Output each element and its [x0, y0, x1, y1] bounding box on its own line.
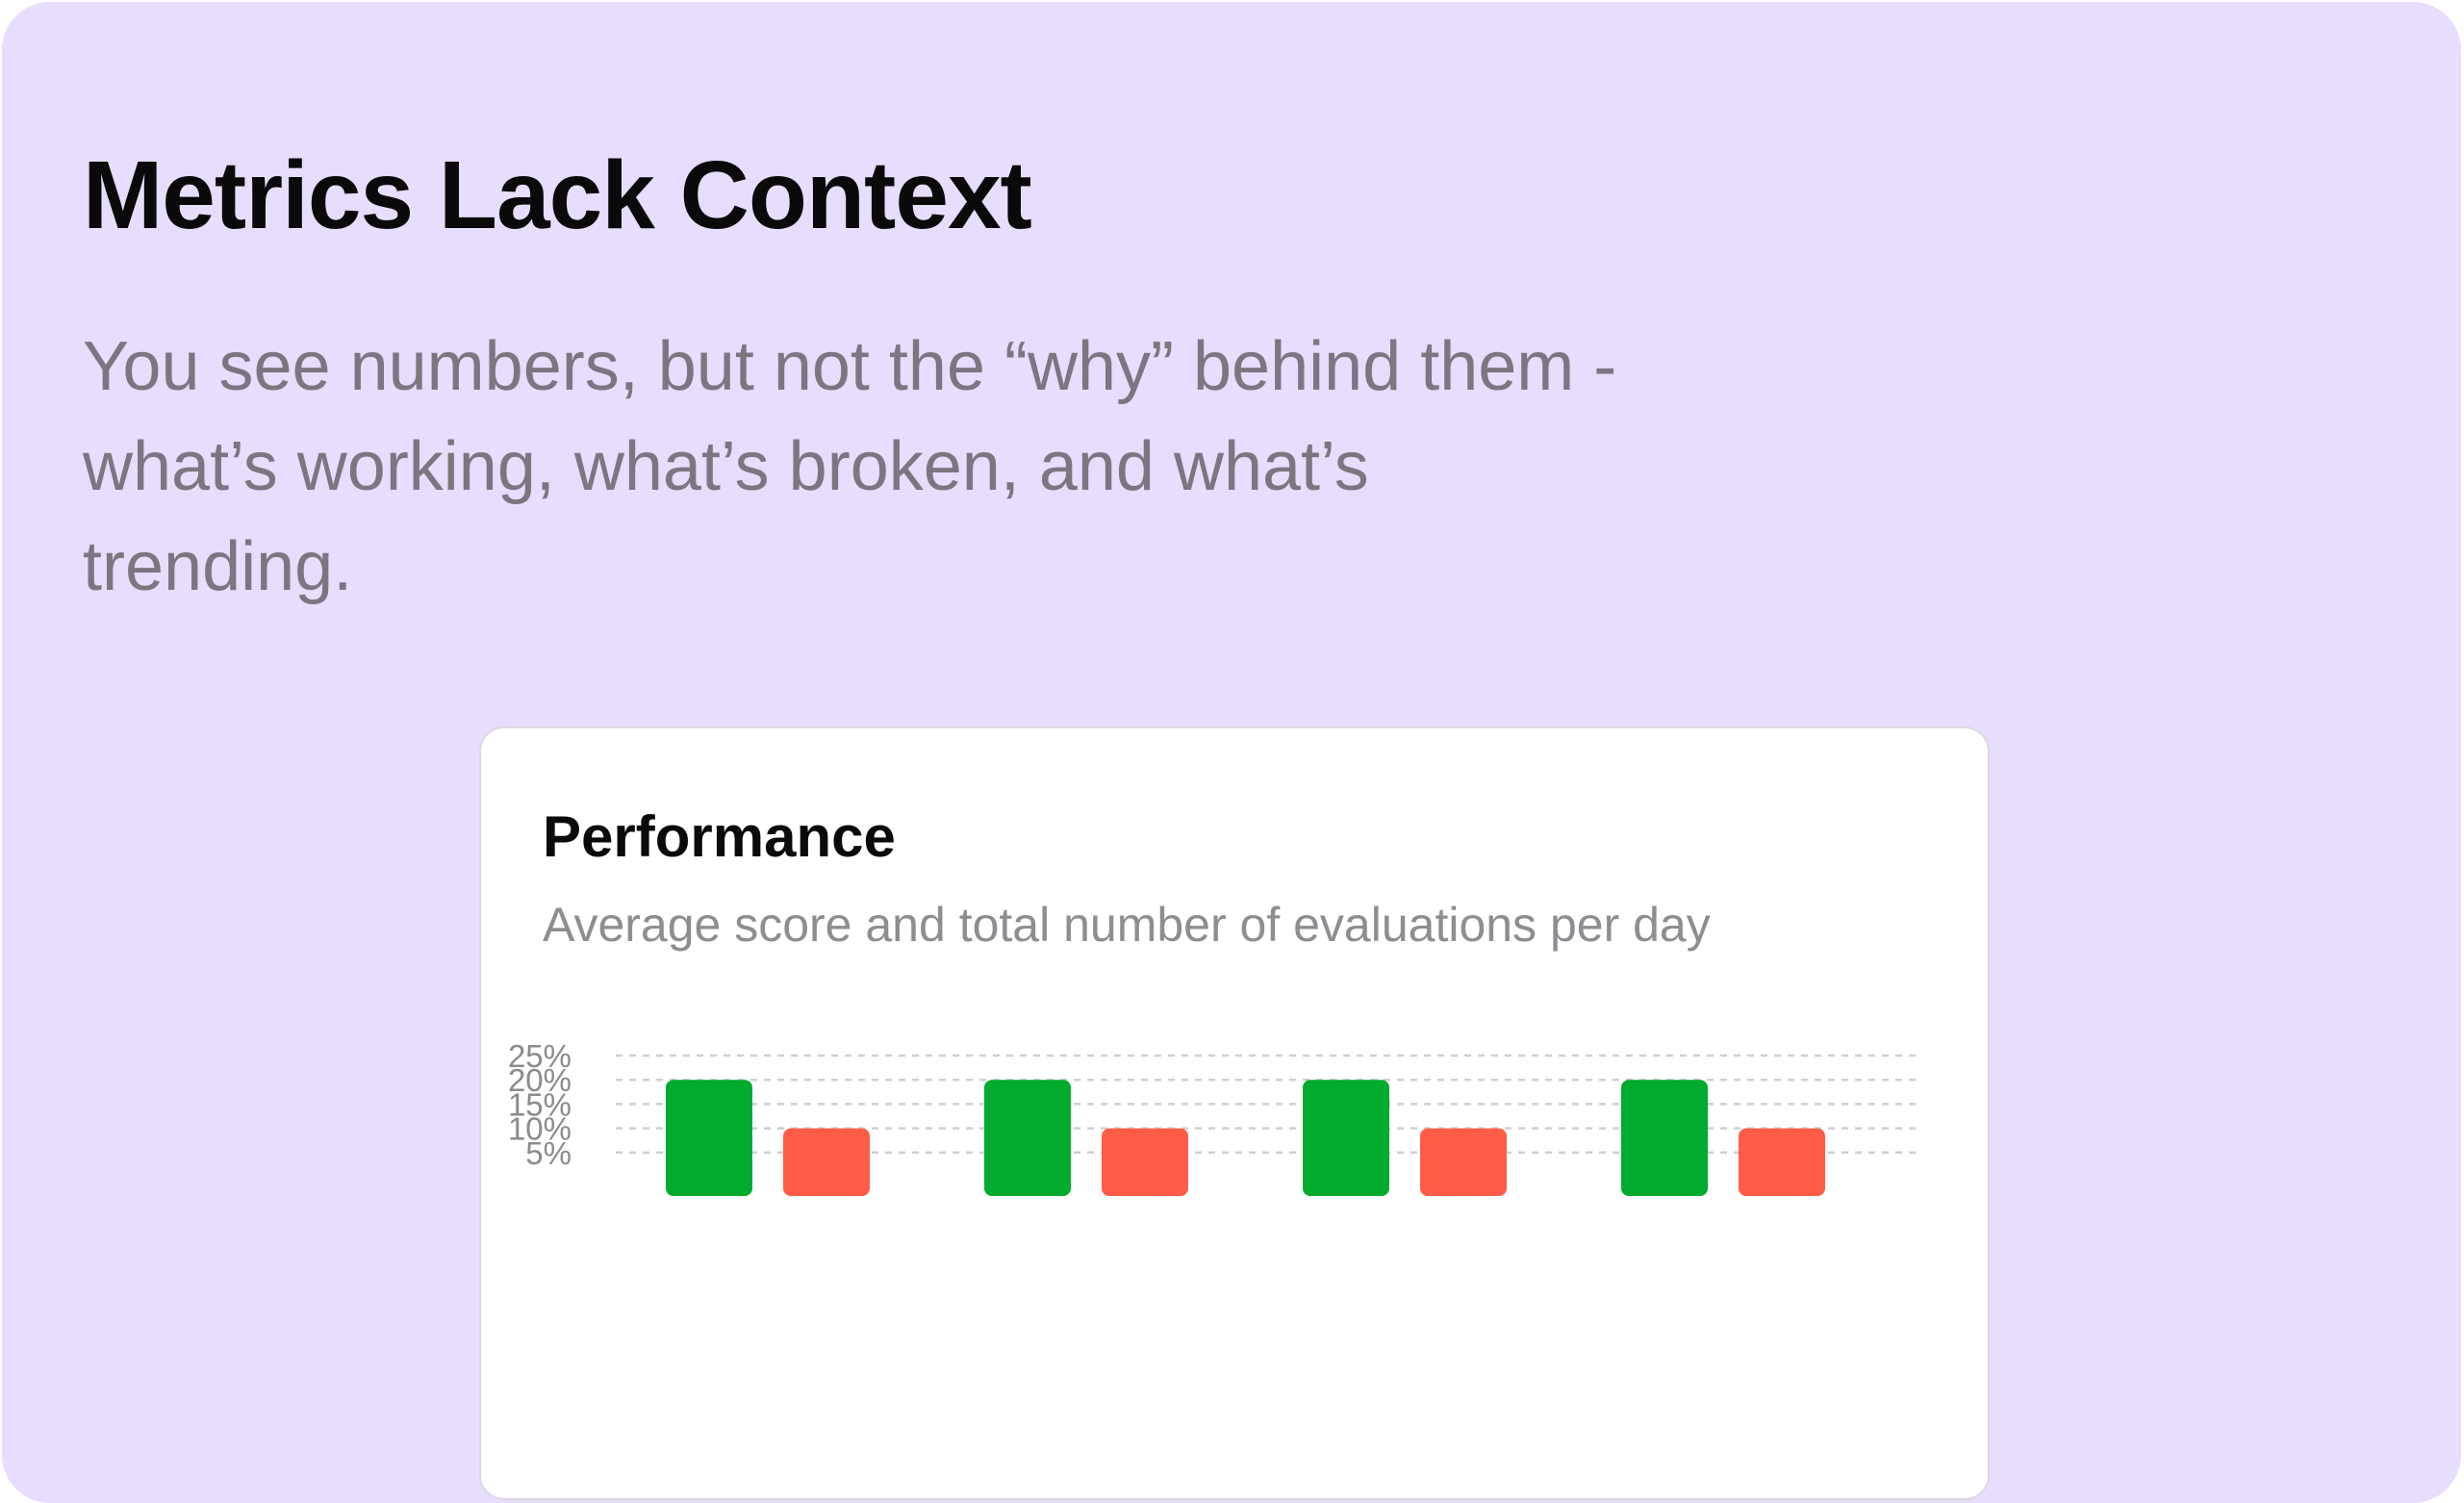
performance-card: Performance Average score and total numb… [479, 726, 1990, 1500]
red-bar [783, 1128, 870, 1196]
y-tick-label: 10% [508, 1111, 572, 1147]
description-line: You see numbers, but not the “why” behin… [83, 328, 1617, 405]
y-tick-label: 5% [525, 1135, 572, 1171]
green-bar [666, 1080, 752, 1196]
card-title: Performance [543, 804, 896, 869]
description-line: trending. [83, 528, 353, 605]
green-bar [984, 1080, 1071, 1196]
page-description: You see numbers, but not the “why” behin… [83, 317, 1815, 617]
card-subtitle: Average score and total number of evalua… [543, 898, 1711, 952]
y-tick-label: 20% [508, 1062, 572, 1098]
y-tick-label: 25% [508, 1038, 572, 1074]
performance-bar-chart: 25%20%15%10%5% [508, 1038, 1918, 1196]
green-bar [1621, 1080, 1708, 1196]
red-bar [1420, 1128, 1507, 1196]
description-line: what’s working, what’s broken, and what’… [83, 428, 1369, 505]
red-bar [1102, 1128, 1188, 1196]
page-title: Metrics Lack Context [83, 141, 1032, 249]
green-bar [1303, 1080, 1389, 1196]
red-bar [1739, 1128, 1825, 1196]
y-tick-label: 15% [508, 1086, 572, 1122]
